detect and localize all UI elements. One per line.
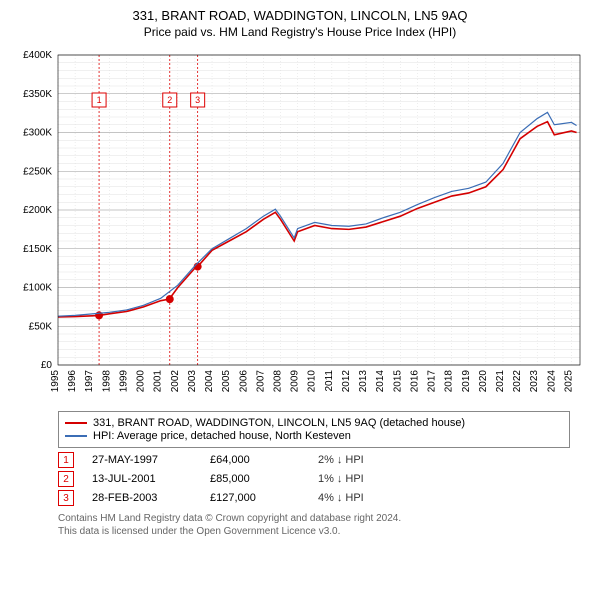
footer-line2: This data is licensed under the Open Gov… [58, 525, 570, 538]
svg-text:2021: 2021 [495, 370, 506, 393]
svg-text:1996: 1996 [67, 370, 78, 393]
svg-text:2003: 2003 [187, 370, 198, 393]
svg-text:1: 1 [97, 95, 102, 105]
svg-text:2006: 2006 [238, 370, 249, 393]
svg-text:2014: 2014 [375, 370, 386, 393]
svg-text:2019: 2019 [461, 370, 472, 393]
event-badge: 1 [58, 452, 74, 468]
arrow-down-icon: ↓ [337, 454, 343, 466]
arrow-down-icon: ↓ [337, 492, 343, 504]
svg-text:2: 2 [167, 95, 172, 105]
svg-text:2015: 2015 [392, 370, 403, 393]
svg-text:2005: 2005 [221, 370, 232, 393]
footer-line1: Contains HM Land Registry data © Crown c… [58, 512, 570, 525]
svg-text:2016: 2016 [409, 370, 420, 393]
svg-text:2020: 2020 [478, 370, 489, 393]
svg-text:2025: 2025 [563, 370, 574, 393]
svg-text:£250K: £250K [23, 166, 52, 177]
svg-text:£300K: £300K [23, 128, 52, 139]
chart-title: 331, BRANT ROAD, WADDINGTON, LINCOLN, LN… [10, 8, 590, 23]
license-footer: Contains HM Land Registry data © Crown c… [58, 512, 570, 538]
svg-text:2024: 2024 [546, 370, 557, 393]
svg-text:£50K: £50K [29, 321, 53, 332]
svg-text:1998: 1998 [101, 370, 112, 393]
svg-text:£0: £0 [41, 360, 53, 371]
chart-svg: £0 £50K £100K £150K £200K £250K £300K £350K £400… [10, 45, 590, 405]
svg-text:2012: 2012 [341, 370, 352, 393]
event-row: 2 13-JUL-2001 £85,000 1% ↓ HPI [58, 471, 570, 487]
legend-item: 331, BRANT ROAD, WADDINGTON, LINCOLN, LN… [65, 417, 563, 429]
legend-swatch [65, 435, 87, 437]
svg-text:£100K: £100K [23, 283, 52, 294]
legend: 331, BRANT ROAD, WADDINGTON, LINCOLN, LN… [58, 411, 570, 448]
svg-text:2009: 2009 [290, 370, 301, 393]
event-row: 3 28-FEB-2003 £127,000 4% ↓ HPI [58, 490, 570, 506]
chart-subtitle: Price paid vs. HM Land Registry's House … [10, 25, 590, 39]
svg-text:2013: 2013 [358, 370, 369, 393]
event-date: 27-MAY-1997 [92, 454, 192, 466]
legend-label: HPI: Average price, detached house, Nort… [93, 430, 351, 442]
event-delta: 1% ↓ HPI [318, 473, 364, 485]
svg-text:£400K: £400K [23, 50, 52, 61]
legend-swatch [65, 422, 87, 424]
svg-text:1999: 1999 [118, 370, 129, 393]
legend-item: HPI: Average price, detached house, Nort… [65, 430, 563, 442]
svg-text:2004: 2004 [204, 370, 215, 393]
event-row: 1 27-MAY-1997 £64,000 2% ↓ HPI [58, 452, 570, 468]
svg-text:2017: 2017 [427, 370, 438, 393]
event-price: £64,000 [210, 454, 300, 466]
event-delta: 4% ↓ HPI [318, 492, 364, 504]
line-chart: £0 £50K £100K £150K £200K £250K £300K £350K £400… [10, 45, 590, 405]
svg-text:£150K: £150K [23, 244, 52, 255]
event-date: 13-JUL-2001 [92, 473, 192, 485]
svg-text:2000: 2000 [136, 370, 147, 393]
event-badge: 2 [58, 471, 74, 487]
svg-text:3: 3 [195, 95, 200, 105]
svg-text:2023: 2023 [529, 370, 540, 393]
chart-container: { "title": "331, BRANT ROAD, WADDINGTON,… [0, 0, 600, 546]
svg-text:2010: 2010 [307, 370, 318, 393]
event-table: 1 27-MAY-1997 £64,000 2% ↓ HPI 2 13-JUL-2001 £… [58, 452, 570, 506]
svg-text:1997: 1997 [84, 370, 95, 393]
event-delta: 2% ↓ HPI [318, 454, 364, 466]
svg-text:£350K: £350K [23, 89, 52, 100]
svg-text:2022: 2022 [512, 370, 523, 393]
event-date: 28-FEB-2003 [92, 492, 192, 504]
event-badge: 3 [58, 490, 74, 506]
event-price: £85,000 [210, 473, 300, 485]
svg-text:2007: 2007 [255, 370, 266, 393]
svg-text:1995: 1995 [50, 370, 61, 393]
legend-label: 331, BRANT ROAD, WADDINGTON, LINCOLN, LN… [93, 417, 465, 429]
arrow-down-icon: ↓ [337, 473, 343, 485]
event-price: £127,000 [210, 492, 300, 504]
svg-text:£200K: £200K [23, 205, 52, 216]
svg-text:2008: 2008 [272, 370, 283, 393]
svg-text:2018: 2018 [444, 370, 455, 393]
svg-text:2001: 2001 [153, 370, 164, 393]
svg-text:2011: 2011 [324, 370, 335, 392]
svg-text:2002: 2002 [170, 370, 181, 393]
